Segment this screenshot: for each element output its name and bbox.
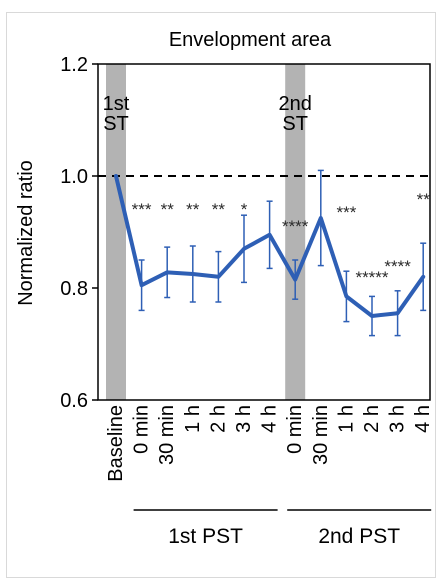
significance-label: **	[212, 200, 226, 219]
stimulation-label-1-line1: 1st	[103, 93, 130, 115]
y-tick-label: 1.0	[60, 166, 88, 188]
significance-label: ****	[384, 257, 411, 276]
significance-label: **	[161, 200, 175, 219]
x-tick-label: 3 h	[233, 405, 255, 433]
y-tick-label: 0.6	[60, 390, 88, 412]
x-tick-label: 4 h	[259, 405, 281, 433]
y-axis-label: Normalized ratio	[15, 160, 37, 306]
x-tick-label: 2 h	[361, 405, 383, 433]
period-brackets: 1st PST 2nd PST	[133, 509, 432, 548]
period-label-2: 2nd PST	[318, 525, 400, 548]
series-line	[114, 174, 426, 318]
x-tick-label: 30 min	[156, 405, 178, 465]
x-tick-label: 1 h	[335, 405, 357, 433]
x-tick-label: 30 min	[310, 405, 332, 465]
significance-label: ****	[282, 217, 309, 236]
significance-labels: *** ** ** ** *******************	[132, 190, 431, 287]
stimulation-band-2	[285, 64, 306, 400]
y-tick-label: 0.8	[60, 278, 88, 300]
stimulation-band-1	[106, 64, 126, 400]
stimulation-label-2-line1: 2nd	[279, 93, 312, 115]
stimulation-label-1-line2: ST	[103, 113, 129, 135]
significance-label: **	[417, 190, 431, 209]
period-label-1: 1st PST	[168, 525, 243, 548]
stimulation-label-2-line2: ST	[282, 113, 308, 135]
significance-label: *****	[355, 268, 388, 287]
y-tick-label: 1.2	[60, 54, 88, 76]
chart-title: Envelopment area	[169, 29, 332, 51]
x-tick-label: Baseline	[105, 405, 127, 482]
x-tick-label: 0 min	[284, 405, 306, 454]
x-tick-label: 0 min	[131, 405, 153, 454]
plot-frame	[97, 63, 431, 401]
significance-label: ***	[132, 200, 152, 219]
y-axis: 0.6 0.8 1.0 1.2	[60, 54, 98, 412]
error-bars	[138, 169, 427, 337]
x-tick-label: 2 h	[207, 405, 229, 433]
x-tick-label: 3 h	[387, 405, 409, 433]
significance-label: **	[186, 200, 200, 219]
x-tick-label: 4 h	[412, 405, 434, 433]
x-tick-label: 1 h	[182, 405, 204, 433]
chart-frame	[6, 12, 436, 578]
significance-label: *	[241, 200, 248, 219]
significance-label: ***	[336, 203, 356, 222]
stimulation-bands	[106, 64, 306, 400]
